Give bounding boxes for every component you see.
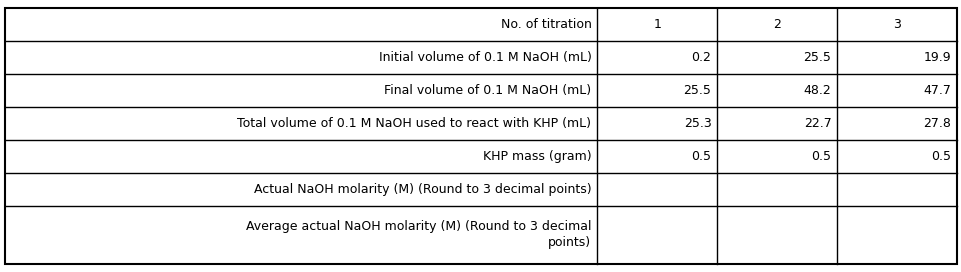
Text: 0.5: 0.5 bbox=[810, 150, 830, 163]
Text: Initial volume of 0.1 M NaOH (mL): Initial volume of 0.1 M NaOH (mL) bbox=[378, 51, 591, 64]
Text: KHP mass (gram): KHP mass (gram) bbox=[482, 150, 591, 163]
Text: 0.5: 0.5 bbox=[930, 150, 950, 163]
Text: Average actual NaOH molarity (M) (Round to 3 decimal
points): Average actual NaOH molarity (M) (Round … bbox=[246, 220, 591, 249]
Text: Total volume of 0.1 M NaOH used to react with KHP (mL): Total volume of 0.1 M NaOH used to react… bbox=[237, 117, 591, 130]
Text: Actual NaOH molarity (M) (Round to 3 decimal points): Actual NaOH molarity (M) (Round to 3 dec… bbox=[254, 183, 591, 196]
Text: 25.5: 25.5 bbox=[802, 51, 830, 64]
Text: 27.8: 27.8 bbox=[923, 117, 950, 130]
Text: 25.3: 25.3 bbox=[683, 117, 711, 130]
Text: No. of titration: No. of titration bbox=[500, 18, 591, 31]
Text: 0.2: 0.2 bbox=[691, 51, 711, 64]
Text: 1: 1 bbox=[653, 18, 660, 31]
Text: 48.2: 48.2 bbox=[802, 84, 830, 97]
Text: 19.9: 19.9 bbox=[923, 51, 950, 64]
Text: 25.5: 25.5 bbox=[683, 84, 711, 97]
Text: 22.7: 22.7 bbox=[802, 117, 830, 130]
Text: 3: 3 bbox=[893, 18, 900, 31]
Text: Final volume of 0.1 M NaOH (mL): Final volume of 0.1 M NaOH (mL) bbox=[383, 84, 591, 97]
Text: 0.5: 0.5 bbox=[691, 150, 711, 163]
Text: 47.7: 47.7 bbox=[923, 84, 950, 97]
Text: 2: 2 bbox=[773, 18, 780, 31]
